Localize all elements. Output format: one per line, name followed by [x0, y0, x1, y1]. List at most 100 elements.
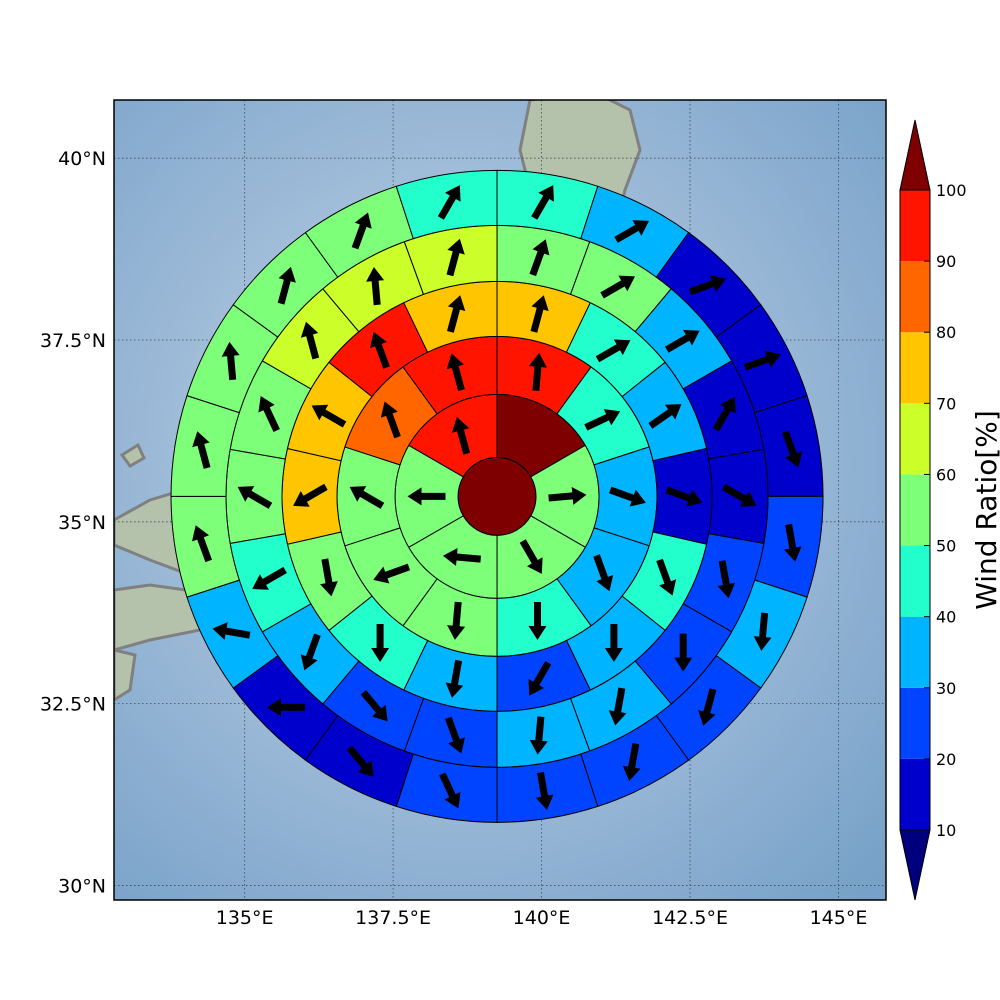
- wind-arrow: [753, 612, 772, 651]
- x-tick-label: 145°E: [810, 907, 868, 929]
- colorbar-tick-label: 100: [936, 181, 967, 200]
- land-oki: [119, 442, 146, 468]
- wind-arrow: [608, 687, 627, 726]
- wind-arrow: [212, 622, 251, 640]
- x-axis-ticks: 135°E 137.5°E 140°E 142.5°E 145°E: [216, 907, 868, 929]
- wind-arrow: [721, 483, 757, 507]
- colorbar-tick-label: 60: [936, 465, 956, 484]
- wind-arrow: [366, 267, 385, 306]
- wind-arrow: [717, 560, 736, 599]
- wind-arrow: [698, 688, 717, 726]
- wind-arrow: [311, 404, 347, 428]
- wind-arrow: [665, 486, 703, 507]
- map-frame: [113, 99, 887, 901]
- wind-arrow: [267, 698, 305, 717]
- wind-arrow: [373, 563, 411, 584]
- wind-arrow: [192, 431, 211, 469]
- wind-arrow: [528, 661, 552, 696]
- wind-arrow: [656, 558, 677, 596]
- wind-arrow: [529, 716, 548, 755]
- wind-arrow: [439, 772, 461, 809]
- colorbar-over-extension: [899, 119, 931, 191]
- wind-arrow: [445, 659, 464, 698]
- wind-arrow: [529, 239, 550, 277]
- wind-arrow: [535, 771, 554, 810]
- wind-arrow: [593, 554, 614, 592]
- colorbar-segment: [900, 332, 930, 404]
- wind-arrow: [370, 331, 390, 369]
- wind-arrow: [447, 295, 466, 333]
- wind-arrow: [437, 185, 461, 220]
- y-axis-ticks: 30°N 32.5°N 35°N 37.5°N 40°N: [40, 148, 106, 897]
- colorbar-tick-label: 30: [936, 679, 956, 698]
- colorbar-segment: [900, 474, 930, 546]
- wind-arrow: [371, 624, 390, 662]
- wind-arrow: [442, 548, 481, 566]
- wind-arrow: [529, 352, 547, 391]
- wind-arrow: [783, 523, 802, 562]
- colorbar: 10 20 30 40 50 60 70 80 90 100: [899, 119, 967, 901]
- wind-arrow: [451, 417, 471, 455]
- wind-arrow: [609, 486, 646, 507]
- wind-arrow: [665, 329, 700, 353]
- colorbar-tick-label: 10: [936, 821, 956, 840]
- wind-arrow: [595, 339, 631, 363]
- wind-arrow: [446, 238, 465, 277]
- wind-arrow: [674, 633, 693, 672]
- colorbar-tick-label: 70: [936, 394, 956, 413]
- x-tick-label: 135°E: [216, 907, 274, 929]
- colorbar-tick-label: 90: [936, 252, 956, 271]
- land-kyushu: [114, 648, 137, 702]
- x-tick-label: 142.5°E: [652, 907, 728, 929]
- wind-arrow: [446, 353, 465, 391]
- wind-arrow: [614, 220, 649, 243]
- wind-arrow: [252, 566, 287, 590]
- wind-arrow: [447, 601, 466, 640]
- wind-arrow: [445, 716, 465, 754]
- colorbar-segment: [900, 403, 930, 475]
- colorbar-under-extension: [899, 829, 931, 901]
- wind-arrow: [346, 745, 374, 777]
- wind-arrow: [349, 486, 385, 509]
- x-tick-label: 140°E: [513, 907, 571, 929]
- wind-ratio-sectors: [170, 169, 824, 823]
- colorbar-tick-label: 80: [936, 323, 956, 342]
- wind-arrow: [258, 396, 280, 432]
- wind-arrow: [192, 525, 212, 563]
- wind-arrow: [380, 401, 401, 439]
- wind-arrow: [530, 295, 549, 333]
- y-tick-label: 40°N: [58, 148, 106, 170]
- wind-arrow: [528, 602, 547, 640]
- wind-arrow: [221, 341, 240, 381]
- x-tick-label: 137.5°E: [355, 907, 431, 929]
- colorbar-segment: [900, 758, 930, 830]
- colorbar-tick-label: 20: [936, 750, 956, 769]
- y-tick-label: 37.5°N: [40, 330, 106, 352]
- colorbar-segment: [900, 190, 930, 262]
- wind-arrow: [782, 430, 802, 468]
- wind-arrow: [300, 321, 320, 360]
- wind-arrow: [600, 275, 635, 299]
- wind-arrow: [320, 558, 338, 597]
- wind-arrow: [300, 633, 321, 671]
- colorbar-tick-label: 50: [936, 537, 956, 556]
- colorbar-segment: [900, 261, 930, 333]
- wind-arrow: [712, 396, 736, 432]
- wind-arrow: [277, 266, 296, 305]
- wind-arrow: [584, 409, 621, 431]
- wind-arrow: [648, 404, 682, 429]
- wind-arrow: [519, 539, 543, 574]
- wind-arrow: [743, 350, 781, 371]
- colorbar-frame: [899, 189, 931, 831]
- wind-direction-arrows: [192, 185, 802, 810]
- wind-arrow: [604, 624, 623, 662]
- wind-arrow: [293, 483, 328, 507]
- y-tick-label: 35°N: [58, 512, 106, 534]
- wind-arrow: [360, 690, 388, 722]
- wind-arrow: [622, 743, 641, 781]
- wind-arrow: [237, 486, 273, 509]
- colorbar-segment: [900, 616, 930, 688]
- wind-arrow: [548, 487, 587, 505]
- colorbar-segment: [900, 687, 930, 759]
